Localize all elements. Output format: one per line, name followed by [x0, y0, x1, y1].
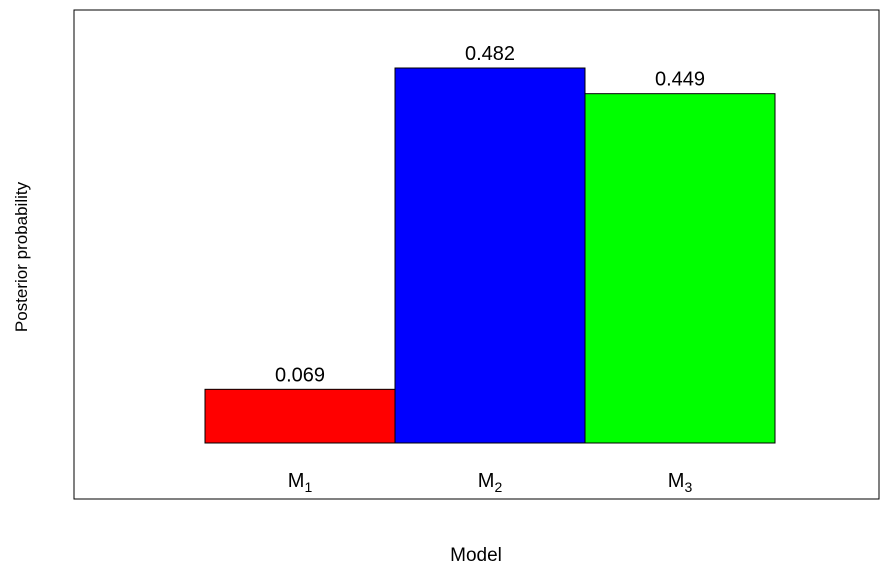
- y-axis-label: Posterior probability: [12, 181, 31, 332]
- bar-1: [204, 388, 396, 444]
- category-label-base: M: [668, 470, 685, 492]
- plot-frame: [73, 9, 880, 500]
- bar-3: [584, 93, 776, 444]
- category-label-subscript: 3: [684, 479, 692, 495]
- category-label-base: M: [288, 470, 305, 492]
- bars-group: [204, 67, 776, 444]
- bar-2: [394, 67, 586, 444]
- value-label-3: 0.449: [655, 69, 705, 91]
- category-label-subscript: 2: [494, 479, 502, 495]
- category-labels-group: M1 M2 M3: [288, 470, 693, 495]
- category-label-base: M: [478, 470, 495, 492]
- value-label-1: 0.069: [275, 364, 325, 386]
- category-label-2: M2: [478, 470, 503, 495]
- category-label-1: M1: [288, 470, 313, 495]
- category-label-3: M3: [668, 470, 693, 495]
- value-labels-group: 0.069 0.482 0.449: [275, 43, 705, 386]
- x-axis-label: Model: [450, 545, 502, 566]
- value-label-2: 0.482: [465, 43, 515, 65]
- category-label-subscript: 1: [304, 479, 312, 495]
